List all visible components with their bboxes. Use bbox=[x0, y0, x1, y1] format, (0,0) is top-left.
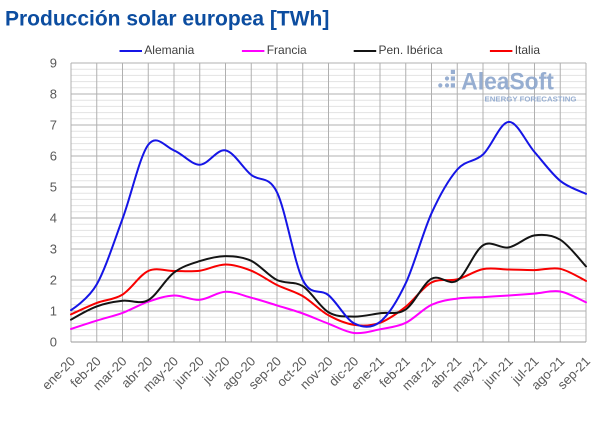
svg-text:6: 6 bbox=[50, 149, 57, 164]
svg-text:AleaSoft: AleaSoft bbox=[461, 69, 554, 96]
svg-text:Alemania: Alemania bbox=[144, 43, 194, 57]
svg-text:1: 1 bbox=[50, 304, 57, 319]
svg-text:2: 2 bbox=[50, 273, 57, 288]
svg-text:7: 7 bbox=[50, 118, 57, 133]
svg-text:0: 0 bbox=[50, 335, 57, 350]
svg-text:5: 5 bbox=[50, 180, 57, 195]
svg-text:8: 8 bbox=[50, 87, 57, 102]
svg-text:Francia: Francia bbox=[267, 43, 307, 57]
svg-text:3: 3 bbox=[50, 242, 57, 257]
svg-text:Pen. Ibérica: Pen. Ibérica bbox=[379, 43, 443, 57]
svg-text:ENERGY FORECASTING: ENERGY FORECASTING bbox=[485, 95, 577, 104]
svg-text:Italia: Italia bbox=[515, 43, 541, 57]
svg-text:9: 9 bbox=[50, 56, 57, 71]
svg-text:4: 4 bbox=[50, 211, 57, 226]
svg-text:Producción solar europea [TWh]: Producción solar europea [TWh] bbox=[5, 8, 329, 31]
